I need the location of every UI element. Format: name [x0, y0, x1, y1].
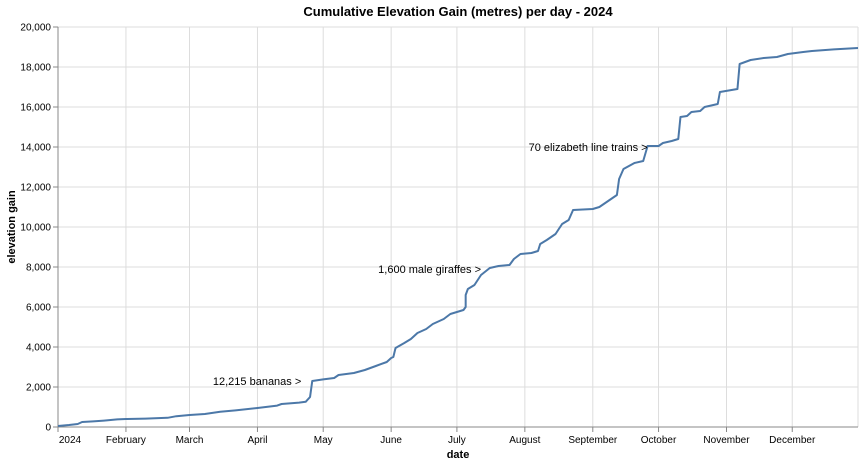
y-axis-title: elevation gain — [6, 190, 18, 264]
y-tick-label: 18,000 — [20, 63, 51, 74]
y-tick-label: 0 — [45, 423, 51, 434]
x-tick-label: June — [380, 435, 402, 446]
x-tick-label: July — [448, 435, 466, 446]
y-tick-label: 8,000 — [26, 263, 51, 274]
x-tick-label: December — [769, 435, 816, 446]
x-tick-label: March — [176, 435, 204, 446]
axes: 0 2,000 4,000 6,000 8,000 10,000 12,000 14,000 1… — [20, 23, 858, 446]
x-tick-label: August — [509, 435, 540, 446]
y-tick-label: 6,000 — [26, 303, 51, 314]
series — [57, 47, 859, 427]
y-tick-label: 2,000 — [26, 383, 51, 394]
x-tick-label: February — [106, 435, 146, 446]
x-axis-title: date — [447, 449, 470, 461]
x-tick-label: May — [314, 435, 333, 446]
chart-title: Cumulative Elevation Gain (metres) per d… — [303, 4, 613, 19]
y-tick-label: 14,000 — [20, 143, 51, 154]
y-tick-label: 10,000 — [20, 223, 51, 234]
annotation-label: 1,600 male giraffes > — [378, 264, 481, 276]
y-tick-label: 20,000 — [20, 23, 51, 34]
y-tick-label: 4,000 — [26, 343, 51, 354]
annotation-label: 12,215 bananas > — [213, 376, 301, 388]
series-line — [57, 47, 859, 427]
y-tick-label: 16,000 — [20, 103, 51, 114]
annotation-label: 70 elizabeth line trains > — [529, 142, 648, 154]
x-tick-label: 2024 — [59, 435, 82, 446]
y-tick-label: 12,000 — [20, 183, 51, 194]
annotations: 12,215 bananas > 1,600 male giraffes > 70 … — [213, 142, 648, 388]
x-tick-label: April — [247, 435, 267, 446]
x-tick-label: October — [641, 435, 677, 446]
x-tick-label: September — [568, 435, 618, 446]
x-tick-label: November — [703, 435, 750, 446]
